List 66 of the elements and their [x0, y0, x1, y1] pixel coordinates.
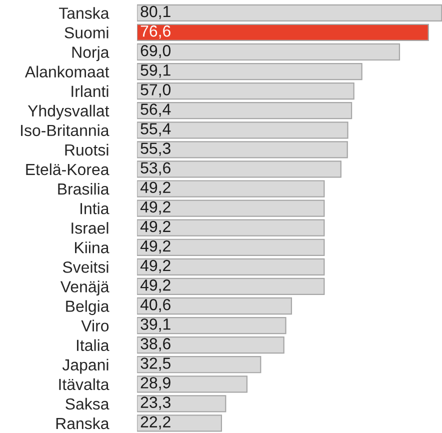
y-tick-label: Sveitsi: [62, 261, 108, 273]
y-tick-label: Belgia: [66, 300, 110, 316]
data-label: 49,2: [140, 182, 170, 195]
data-label: 53,6: [140, 162, 170, 176]
bar: [137, 141, 348, 158]
bar: [137, 278, 325, 296]
bar: [137, 200, 325, 217]
data-label: 76,6: [140, 25, 170, 39]
bar: [137, 356, 262, 374]
bar: [137, 297, 292, 315]
bar: [137, 4, 442, 22]
data-label: 55,4: [140, 123, 171, 136]
data-label: 59,1: [140, 64, 170, 78]
y-tick-label: Brasilia: [58, 182, 110, 195]
bar: [137, 238, 325, 256]
y-tick-label: Japani: [62, 358, 108, 374]
bar: [137, 395, 226, 412]
y-tick-label: Kiina: [75, 242, 110, 254]
data-label: 55,3: [140, 142, 170, 156]
data-label: 49,2: [140, 220, 170, 234]
data-label: 23,3: [140, 396, 170, 410]
y-tick-label: Italia: [76, 339, 110, 352]
data-label: 39,1: [140, 318, 170, 332]
bar: [137, 414, 222, 432]
bar: [137, 82, 354, 100]
bar: [137, 24, 429, 42]
bar: [137, 219, 325, 236]
data-label: 69,0: [140, 44, 171, 58]
y-tick-label: Etelä-Korea: [26, 163, 110, 176]
bar: [137, 180, 325, 198]
y-tick-label: Alankomaat: [24, 66, 110, 78]
y-tick-label: Iso-Britannia: [21, 124, 110, 136]
data-label: 38,6: [140, 338, 170, 352]
data-label: 80,1: [140, 6, 170, 20]
data-label: 32,5: [140, 358, 170, 371]
data-label: 56,4: [140, 104, 171, 117]
bar: [137, 376, 248, 393]
data-label: 22,2: [140, 416, 170, 430]
y-tick-label: Venäjä: [60, 280, 110, 296]
data-label: 49,2: [140, 279, 170, 293]
data-label: 49,2: [140, 201, 170, 214]
data-label: 49,2: [140, 260, 170, 274]
y-tick-label: Saksa: [66, 398, 110, 410]
bar: [137, 316, 286, 334]
y-tick-label: Itävalta: [59, 378, 110, 390]
data-label: 40,6: [140, 298, 170, 312]
bar: [137, 258, 325, 276]
y-tick-label: Norja: [72, 46, 110, 62]
y-tick-label: Yhdysvallat: [28, 104, 110, 120]
bar: [137, 122, 348, 139]
bar: [137, 62, 362, 80]
bar: [137, 336, 284, 354]
y-tick-label: Israel: [72, 222, 108, 234]
bar: [137, 160, 342, 178]
data-label: 57,0: [140, 84, 171, 98]
bar: [137, 43, 400, 61]
data-label: 28,9: [140, 377, 170, 390]
y-tick-label: Intia: [80, 202, 110, 214]
bar: [137, 102, 352, 120]
y-tick-label: Irlanti: [72, 85, 108, 98]
y-tick-label: Ranska: [56, 417, 110, 430]
data-label: 49,2: [140, 240, 170, 254]
y-tick-label: Viro: [81, 320, 109, 332]
y-tick-label: Ruotsi: [65, 144, 108, 156]
y-tick-label: Tanska: [59, 7, 110, 19]
y-tick-label: Suomi: [64, 26, 108, 38]
